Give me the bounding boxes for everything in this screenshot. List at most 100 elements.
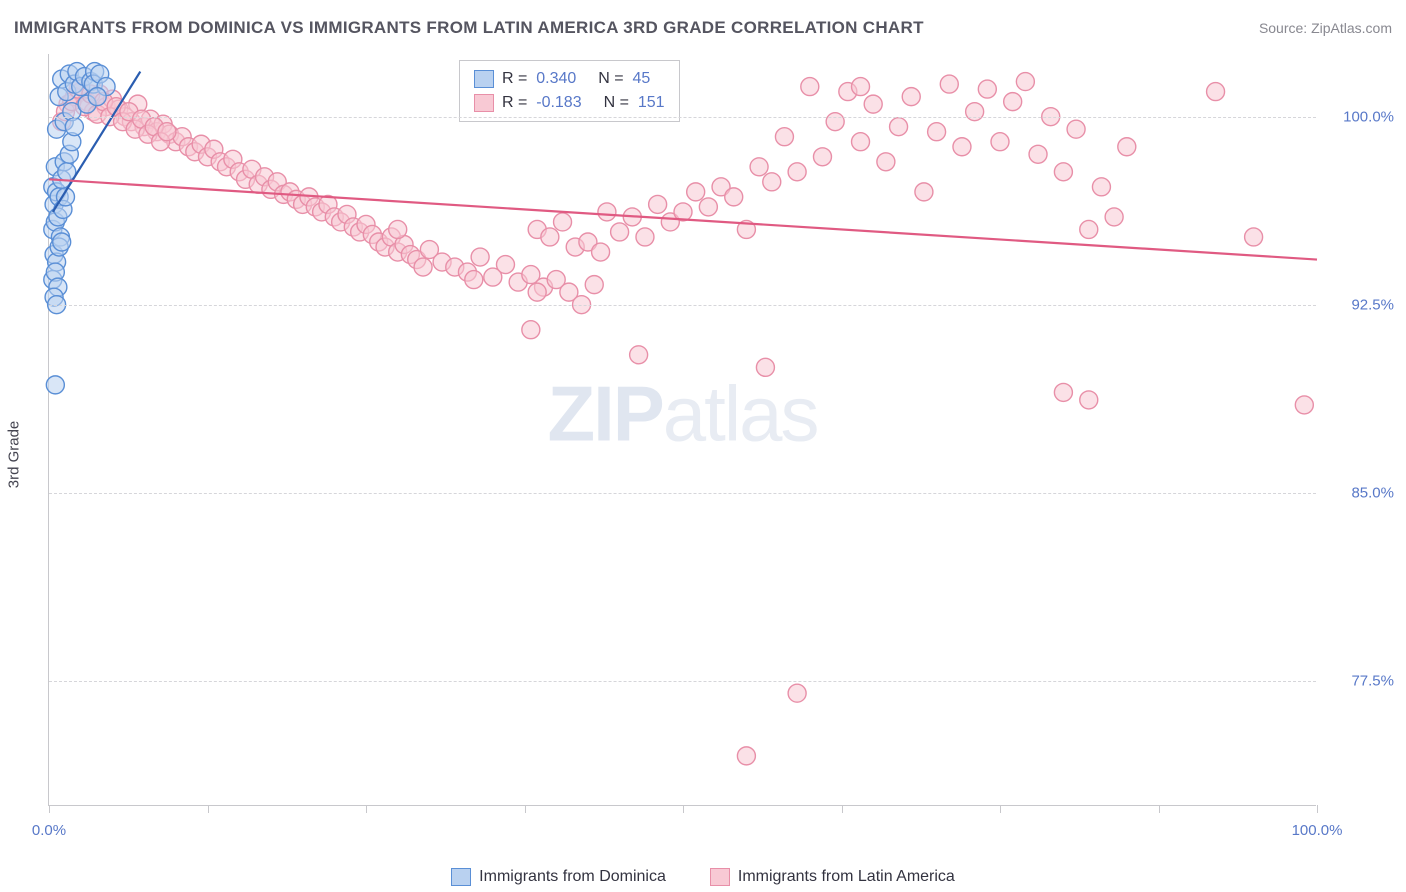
plot-svg: [49, 54, 1316, 805]
scatter-point: [699, 198, 717, 216]
legend-swatch: [474, 70, 494, 88]
scatter-point: [1029, 145, 1047, 163]
xtick: [1317, 805, 1318, 813]
scatter-point: [1080, 220, 1098, 238]
scatter-point: [636, 228, 654, 246]
scatter-point: [902, 88, 920, 106]
scatter-point: [65, 118, 83, 136]
chart-title: IMMIGRANTS FROM DOMINICA VS IMMIGRANTS F…: [14, 18, 924, 38]
legend-r: R = 0.340: [502, 67, 576, 91]
scatter-point: [1105, 208, 1123, 226]
scatter-point: [928, 123, 946, 141]
scatter-point: [465, 271, 483, 289]
scatter-point: [1054, 383, 1072, 401]
scatter-point: [852, 78, 870, 96]
xtick: [1159, 805, 1160, 813]
scatter-point: [158, 123, 176, 141]
scatter-point: [756, 358, 774, 376]
scatter-point: [687, 183, 705, 201]
scatter-point: [852, 133, 870, 151]
scatter-point: [1295, 396, 1313, 414]
scatter-point: [592, 243, 610, 261]
xtick-label: 100.0%: [1292, 822, 1343, 839]
scatter-point: [1016, 73, 1034, 91]
legend-row: R = -0.183 N = 151: [474, 91, 665, 115]
scatter-point: [775, 128, 793, 146]
xtick: [1000, 805, 1001, 813]
ytick-label: 92.5%: [1324, 296, 1394, 313]
scatter-point: [788, 163, 806, 181]
legend-row: R = 0.340 N = 45: [474, 67, 665, 91]
ytick-label: 77.5%: [1324, 672, 1394, 689]
y-axis-label: 3rd Grade: [6, 421, 23, 489]
scatter-point: [864, 95, 882, 113]
xtick: [525, 805, 526, 813]
gridline: [49, 681, 1316, 682]
bottom-legend-item: Immigrants from Dominica: [451, 868, 666, 886]
scatter-point: [953, 138, 971, 156]
plot-area: ZIPatlas R = 0.340N = 45R = -0.183N = 15…: [48, 54, 1316, 806]
xtick: [208, 805, 209, 813]
scatter-point: [1118, 138, 1136, 156]
scatter-point: [541, 228, 559, 246]
legend-label: Immigrants from Dominica: [479, 868, 666, 886]
title-bar: IMMIGRANTS FROM DOMINICA VS IMMIGRANTS F…: [14, 18, 1392, 38]
legend-n: N = 151: [604, 91, 665, 115]
gridline: [49, 493, 1316, 494]
scatter-point: [389, 220, 407, 238]
scatter-point: [414, 258, 432, 276]
source-label: Source: ZipAtlas.com: [1259, 20, 1392, 36]
scatter-point: [915, 183, 933, 201]
scatter-point: [88, 88, 106, 106]
scatter-point: [813, 148, 831, 166]
xtick: [842, 805, 843, 813]
scatter-point: [53, 233, 71, 251]
scatter-point: [522, 321, 540, 339]
gridline: [49, 305, 1316, 306]
bottom-legend-item: Immigrants from Latin America: [710, 868, 955, 886]
scatter-point: [877, 153, 895, 171]
scatter-point: [725, 188, 743, 206]
xtick: [366, 805, 367, 813]
legend-r: R = -0.183: [502, 91, 582, 115]
legend-swatch: [451, 868, 471, 886]
ytick-label: 85.0%: [1324, 484, 1394, 501]
scatter-point: [991, 133, 1009, 151]
scatter-point: [966, 103, 984, 121]
scatter-point: [801, 78, 819, 96]
scatter-point: [496, 256, 514, 274]
scatter-point: [649, 195, 667, 213]
legend-label: Immigrants from Latin America: [738, 868, 955, 886]
gridline: [49, 117, 1316, 118]
scatter-point: [1067, 120, 1085, 138]
scatter-point: [1054, 163, 1072, 181]
scatter-point: [890, 118, 908, 136]
xtick: [49, 805, 50, 813]
xtick: [683, 805, 684, 813]
legend-swatch: [474, 94, 494, 112]
scatter-point: [585, 276, 603, 294]
xtick-label: 0.0%: [32, 822, 66, 839]
scatter-point: [554, 213, 572, 231]
legend-n: N = 45: [598, 67, 650, 91]
scatter-point: [598, 203, 616, 221]
ytick-label: 100.0%: [1324, 108, 1394, 125]
scatter-point: [826, 113, 844, 131]
scatter-point: [611, 223, 629, 241]
trendline: [49, 179, 1317, 259]
scatter-point: [1080, 391, 1098, 409]
scatter-point: [940, 75, 958, 93]
scatter-point: [737, 747, 755, 765]
scatter-point: [1245, 228, 1263, 246]
bottom-legend: Immigrants from Dominica Immigrants from …: [0, 868, 1406, 886]
scatter-point: [788, 684, 806, 702]
scatter-point: [763, 173, 781, 191]
scatter-point: [978, 80, 996, 98]
scatter-point: [1004, 93, 1022, 111]
scatter-point: [471, 248, 489, 266]
scatter-point: [1207, 83, 1225, 101]
scatter-point: [750, 158, 768, 176]
scatter-point: [528, 283, 546, 301]
legend-swatch: [710, 868, 730, 886]
scatter-point: [46, 376, 64, 394]
